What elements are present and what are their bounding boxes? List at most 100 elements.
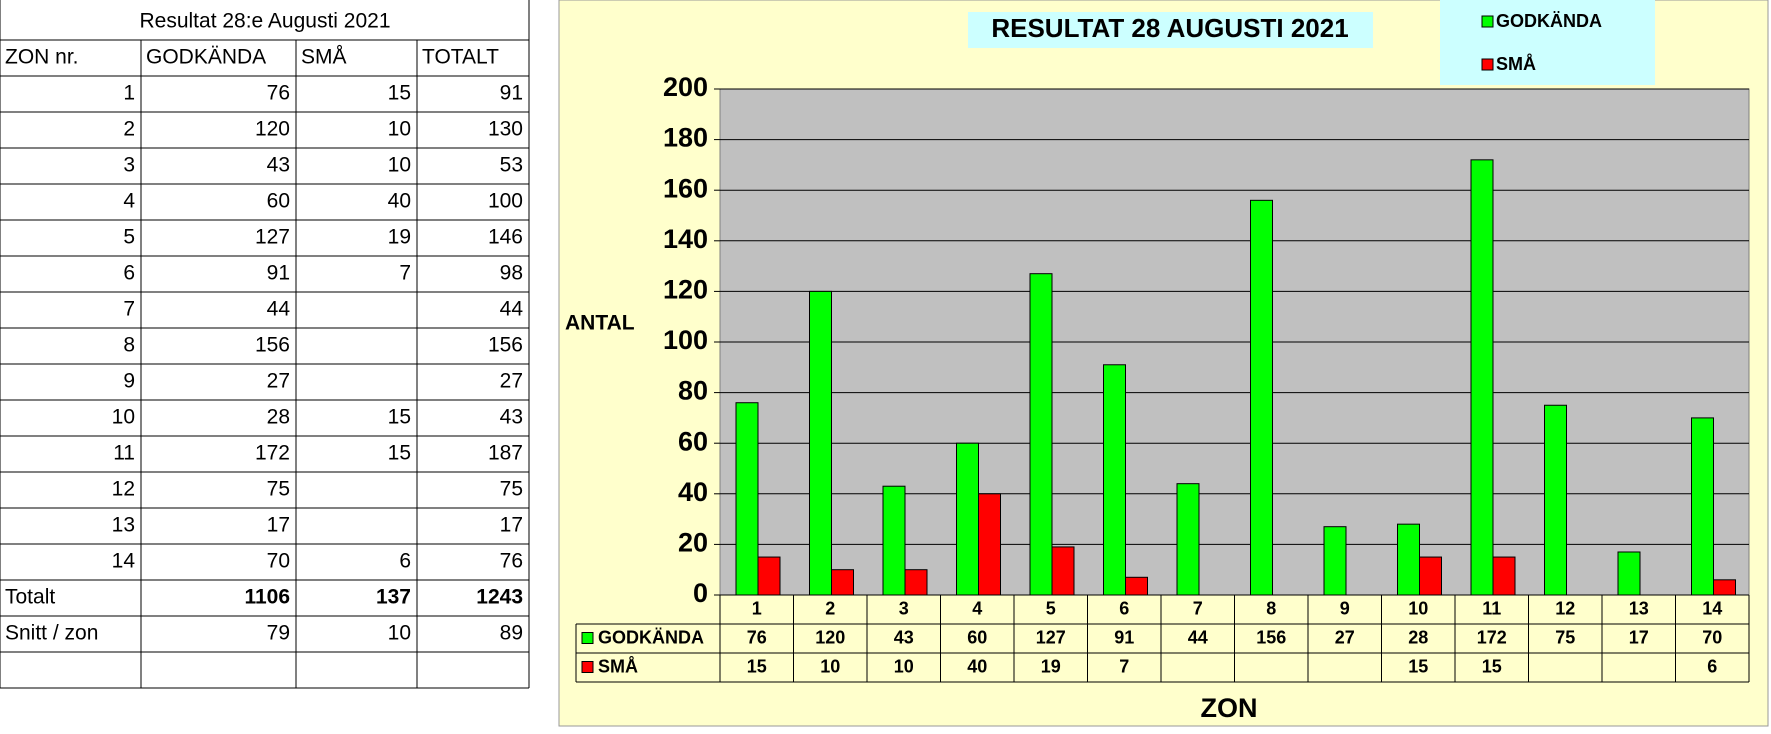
table-cell: 5 [123,226,135,249]
table-cell: 43 [500,406,523,429]
table-cell: 79 [267,622,290,645]
x-tick-label: 4 [972,598,982,618]
legend-box [1440,0,1655,85]
y-tick-label: 60 [678,426,708,456]
bar [1691,417,1714,596]
x-tick-label: 3 [899,598,909,618]
table-cell: 10 [388,622,411,645]
table-cell: 137 [376,586,411,609]
table-cell: 27 [500,370,523,393]
table-cell: 15 [388,406,411,429]
table-cell: 100 [488,190,523,213]
x-tick-label: 12 [1555,598,1575,618]
bar [978,493,1001,596]
y-tick-label: 200 [663,72,708,102]
data-table-value: 15 [747,656,767,676]
bar [1713,579,1736,596]
legend-label: GODKÄNDA [1496,11,1602,31]
x-tick-label: 13 [1629,598,1649,618]
bar [882,485,906,596]
data-table-value: 7 [1119,656,1129,676]
legend-key [1481,58,1494,71]
x-axis-label: ZON [1201,693,1258,723]
x-tick-label: 11 [1482,598,1501,618]
legend-key [1481,15,1494,28]
bar [1419,556,1442,596]
y-tick-label: 80 [678,376,708,406]
table-cell: 10 [388,154,411,177]
table-cell: 1243 [476,586,523,609]
data-table-value: 127 [1036,627,1066,647]
table-cell: 12 [112,478,135,501]
table-cell: 70 [267,550,290,573]
table-cell: 156 [255,334,290,357]
table-cell: 91 [267,262,290,285]
data-table-key [581,661,594,673]
table-cell: 10 [388,118,411,141]
data-table-value: 27 [1335,627,1355,647]
bar [1103,364,1126,596]
table-cell: 6 [123,262,135,285]
bar [1051,546,1075,596]
data-table-series: SMÅ [598,656,638,676]
bar [1470,159,1494,596]
table-cell: 11 [113,442,135,465]
table-cell: 19 [388,226,411,249]
bar [956,442,979,596]
x-tick-label: 5 [1046,598,1056,618]
table-cell: 1 [123,82,135,105]
data-table-value: 75 [1555,627,1575,647]
table-cell: 9 [123,370,135,393]
table-cell: 187 [488,442,523,465]
table-cell: 4 [123,190,135,213]
data-table-value: 70 [1702,627,1722,647]
table-cell: 2 [123,118,135,141]
table-cell: 44 [267,298,291,321]
x-tick-label: 6 [1119,598,1129,618]
table-cell: 17 [267,514,290,537]
table-cell: 7 [123,298,135,321]
data-table-value: 17 [1629,627,1649,647]
table-cell: 76 [267,82,290,105]
table-cell: 17 [500,514,523,537]
data-table-value: 43 [894,627,914,647]
bar [1397,523,1420,596]
table-cell: 120 [255,118,290,141]
data-table-value: 76 [747,627,767,647]
table-cell: Totalt [5,586,55,609]
bar [1492,556,1516,596]
bar [1125,576,1148,596]
table-cell: 53 [500,154,523,177]
table-cell: 91 [500,82,523,105]
bar [1250,199,1273,596]
data-table-value: 6 [1707,656,1717,676]
column-header: SMÅ [301,46,347,69]
data-table-key [581,632,594,644]
table-cell: 146 [488,226,523,249]
bar [1176,483,1200,596]
table-cell: 60 [267,190,290,213]
x-tick-label: 10 [1408,598,1428,618]
x-tick-label: 1 [752,598,762,618]
bar [1544,404,1567,596]
data-table-value: 15 [1482,656,1502,676]
data-table-value: 172 [1477,627,1507,647]
title-box [968,12,1373,48]
table-cell: 89 [500,622,523,645]
bar [1617,551,1641,596]
x-tick-label: 2 [825,598,835,618]
table-cell: 43 [267,154,290,177]
data-table-value: 91 [1114,627,1134,647]
table-cell: 156 [488,334,523,357]
table-cell: 10 [112,406,135,429]
data-table-value: 15 [1408,656,1428,676]
table-title: Resultat 28:e Augusti 2021 [139,10,390,33]
bar [735,402,759,596]
table-cell: Snitt / zon [5,622,98,645]
data-table-value: 44 [1188,627,1208,647]
y-axis-label: ANTAL [565,312,635,335]
y-tick-label: 140 [663,224,708,254]
table-cell: 1106 [244,586,290,609]
x-tick-label: 14 [1702,598,1722,618]
